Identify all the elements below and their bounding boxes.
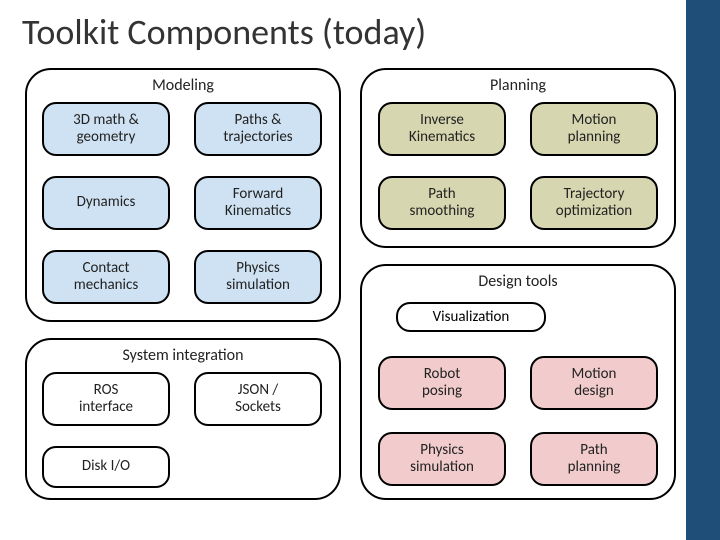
- group-sysint-title: System integration: [27, 346, 339, 365]
- group-planning-title: Planning: [362, 76, 674, 95]
- cell-path-smoothing: Pathsmoothing: [378, 176, 506, 230]
- cell-paths-trajectories: Paths &trajectories: [194, 102, 322, 156]
- cell-contact-mechanics: Contactmechanics: [42, 250, 170, 304]
- cell-forward-kinematics: ForwardKinematics: [194, 176, 322, 230]
- cell-json-sockets: JSON /Sockets: [194, 372, 322, 426]
- page-title: Toolkit Components (today): [22, 10, 426, 54]
- cell-disk-io: Disk I/O: [42, 446, 170, 488]
- cell-motion-planning: Motionplanning: [530, 102, 658, 156]
- cell-motion-design: Motiondesign: [530, 356, 658, 410]
- cell-dynamics: Dynamics: [42, 176, 170, 230]
- group-design-title: Design tools: [362, 272, 674, 291]
- cell-physics-sim-modeling: Physicssimulation: [194, 250, 322, 304]
- cell-3d-math: 3D math &geometry: [42, 102, 170, 156]
- cell-inverse-kinematics: InverseKinematics: [378, 102, 506, 156]
- cell-path-planning-design: Pathplanning: [530, 432, 658, 486]
- group-modeling-title: Modeling: [27, 76, 339, 95]
- visualization-label: Visualization: [396, 302, 546, 332]
- cell-physics-sim-design: Physicssimulation: [378, 432, 506, 486]
- cell-ros-interface: ROSinterface: [42, 372, 170, 426]
- right-accent-bar: [686, 0, 720, 540]
- cell-trajectory-optimization: Trajectoryoptimization: [530, 176, 658, 230]
- cell-robot-posing: Robotposing: [378, 356, 506, 410]
